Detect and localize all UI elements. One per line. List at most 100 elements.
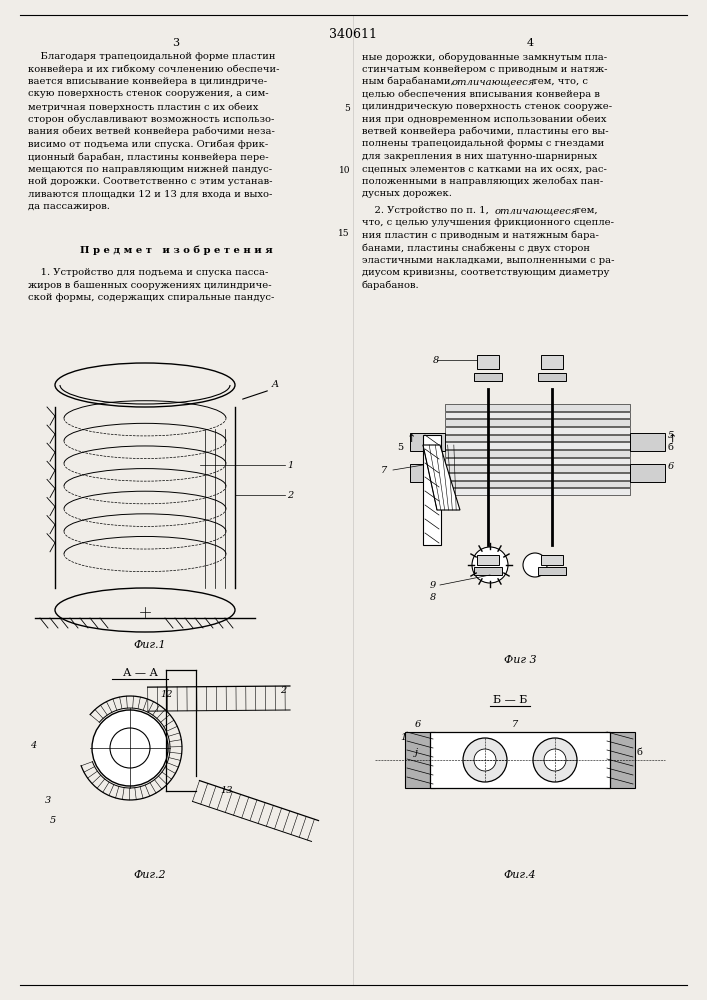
Text: отличающееся: отличающееся (452, 77, 535, 86)
Bar (541, 555, 563, 565)
Bar (630, 433, 665, 451)
Text: ным барабанами,: ным барабанами, (362, 77, 457, 87)
Text: Фиг.1: Фиг.1 (134, 640, 166, 650)
Text: метричная поверхность пластин с их обеих: метричная поверхность пластин с их обеих (28, 102, 258, 111)
Bar (445, 465, 630, 472)
Text: ветвей конвейера рабочими, пластины его вы-: ветвей конвейера рабочими, пластины его … (362, 127, 609, 136)
Text: б: б (637, 748, 643, 757)
Circle shape (533, 738, 577, 782)
Text: 15: 15 (339, 229, 350, 238)
Bar (477, 355, 499, 369)
Text: конвейера и их гибкому сочленению обеспечи-: конвейера и их гибкому сочленению обеспе… (28, 64, 279, 74)
Text: сторон обуславливают возможность использо-: сторон обуславливают возможность использ… (28, 114, 274, 124)
Text: Фиг.4: Фиг.4 (503, 870, 537, 880)
Text: эластичными накладками, выполненными с ра-: эластичными накладками, выполненными с р… (362, 256, 614, 265)
Text: ской формы, содержащих спиральные пандус-: ской формы, содержащих спиральные пандус… (28, 293, 274, 302)
Text: положенными в направляющих желобах пан-: положенными в направляющих желобах пан- (362, 177, 603, 186)
Text: Благодаря трапецоидальной форме пластин: Благодаря трапецоидальной форме пластин (28, 52, 276, 61)
Text: 5: 5 (50, 816, 57, 825)
Text: ↑: ↑ (407, 434, 416, 444)
Bar (445, 419, 630, 426)
Text: для закрепления в них шатунно-шарнирных: для закрепления в них шатунно-шарнирных (362, 152, 597, 161)
Text: 2. Устройство по п. 1,: 2. Устройство по п. 1, (362, 206, 492, 215)
Bar (477, 555, 499, 565)
Text: 1. Устройство для подъема и спуска пасса-: 1. Устройство для подъема и спуска пасса… (28, 268, 269, 277)
Text: 1: 1 (287, 461, 293, 470)
Circle shape (92, 710, 168, 786)
Text: барабанов.: барабанов. (362, 281, 420, 290)
Text: 5: 5 (397, 443, 403, 452)
Text: дусных дорожек.: дусных дорожек. (362, 190, 452, 198)
Bar (605, 732, 635, 788)
Text: вается вписывание конвейера в цилиндриче-: вается вписывание конвейера в цилиндриче… (28, 77, 267, 86)
Bar (445, 412, 630, 418)
Text: ния пластин с приводным и натяжным бара-: ния пластин с приводным и натяжным бара- (362, 231, 599, 240)
Bar (538, 567, 566, 575)
Bar (410, 464, 445, 482)
Bar (445, 442, 630, 449)
Text: ния при одновременном использовании обеих: ния при одновременном использовании обеи… (362, 114, 607, 124)
Circle shape (523, 553, 547, 577)
Bar (445, 473, 630, 480)
Bar (445, 488, 630, 495)
Text: 8: 8 (433, 356, 439, 365)
Bar (423, 435, 441, 545)
Text: отличающееся: отличающееся (495, 206, 578, 215)
Circle shape (463, 738, 507, 782)
Bar (410, 433, 445, 451)
Text: стинчатым конвейером с приводным и натяж-: стинчатым конвейером с приводным и натяж… (362, 64, 607, 74)
Text: 1: 1 (400, 733, 407, 742)
Text: ливаются площадки 12 и 13 для входа и выхо-: ливаются площадки 12 и 13 для входа и вы… (28, 190, 272, 198)
Text: 5: 5 (668, 431, 674, 440)
Text: да пассажиров.: да пассажиров. (28, 202, 110, 211)
Circle shape (474, 749, 496, 771)
Text: 340611: 340611 (329, 28, 377, 41)
Text: 3: 3 (45, 796, 51, 805)
Text: А — А: А — А (122, 668, 158, 678)
Bar (541, 355, 563, 369)
Text: мещаются по направляющим нижней пандус-: мещаются по направляющим нижней пандус- (28, 164, 272, 174)
Text: 5: 5 (344, 104, 350, 113)
Text: ционный барабан, пластины конвейера пере-: ционный барабан, пластины конвейера пере… (28, 152, 269, 161)
Text: 7: 7 (512, 720, 518, 729)
Bar (445, 481, 630, 487)
Text: A: A (272, 380, 279, 389)
Bar (445, 435, 630, 441)
Text: висимо от подъема или спуска. Огибая фрик-: висимо от подъема или спуска. Огибая фри… (28, 139, 268, 149)
Text: ные дорожки, оборудованные замкнутым пла-: ные дорожки, оборудованные замкнутым пла… (362, 52, 607, 62)
Text: П р е д м е т   и з о б р е т е н и я: П р е д м е т и з о б р е т е н и я (80, 246, 272, 255)
Text: Б — Б: Б — Б (493, 695, 527, 705)
Text: Фиг.2: Фиг.2 (134, 870, 166, 880)
Bar (538, 373, 566, 381)
Text: 8: 8 (430, 593, 436, 602)
Text: что, с целью улучшения фрикционного сцепле-: что, с целью улучшения фрикционного сцеп… (362, 218, 614, 227)
Text: 2: 2 (287, 491, 293, 500)
Text: 6: 6 (668, 462, 674, 471)
Text: сцепных элементов с катками на их осях, рас-: сцепных элементов с катками на их осях, … (362, 164, 607, 174)
Text: 4: 4 (30, 741, 36, 750)
Circle shape (544, 749, 566, 771)
Text: ной дорожки. Соответственно с этим устанав-: ной дорожки. Соответственно с этим устан… (28, 177, 272, 186)
Text: б: б (668, 443, 674, 452)
Text: полнены трапецоидальной формы с гнездами: полнены трапецоидальной формы с гнездами (362, 139, 604, 148)
Text: тем,: тем, (572, 206, 597, 215)
Text: 4: 4 (527, 38, 534, 48)
Text: диусом кривизны, соответствующим диаметру: диусом кривизны, соответствующим диаметр… (362, 268, 609, 277)
Bar (474, 373, 502, 381)
Text: банами, пластины снабжены с двух сторон: банами, пластины снабжены с двух сторон (362, 243, 590, 253)
Bar (445, 458, 630, 464)
Text: цилиндрическую поверхность стенок сооруже-: цилиндрическую поверхность стенок сооруж… (362, 102, 612, 111)
Text: жиров в башенных сооружениях цилиндриче-: жиров в башенных сооружениях цилиндриче- (28, 281, 271, 290)
Circle shape (472, 547, 508, 583)
Bar (445, 427, 630, 434)
Text: 10: 10 (339, 166, 350, 175)
Bar (405, 732, 435, 788)
Text: 12: 12 (160, 690, 173, 699)
Bar (430, 732, 610, 788)
Text: Фиг 3: Фиг 3 (503, 655, 537, 665)
Text: 7: 7 (381, 466, 387, 475)
Text: 2: 2 (280, 686, 286, 695)
Text: вания обеих ветвей конвейера рабочими неза-: вания обеих ветвей конвейера рабочими не… (28, 127, 275, 136)
Polygon shape (423, 445, 460, 510)
Bar (445, 450, 630, 457)
